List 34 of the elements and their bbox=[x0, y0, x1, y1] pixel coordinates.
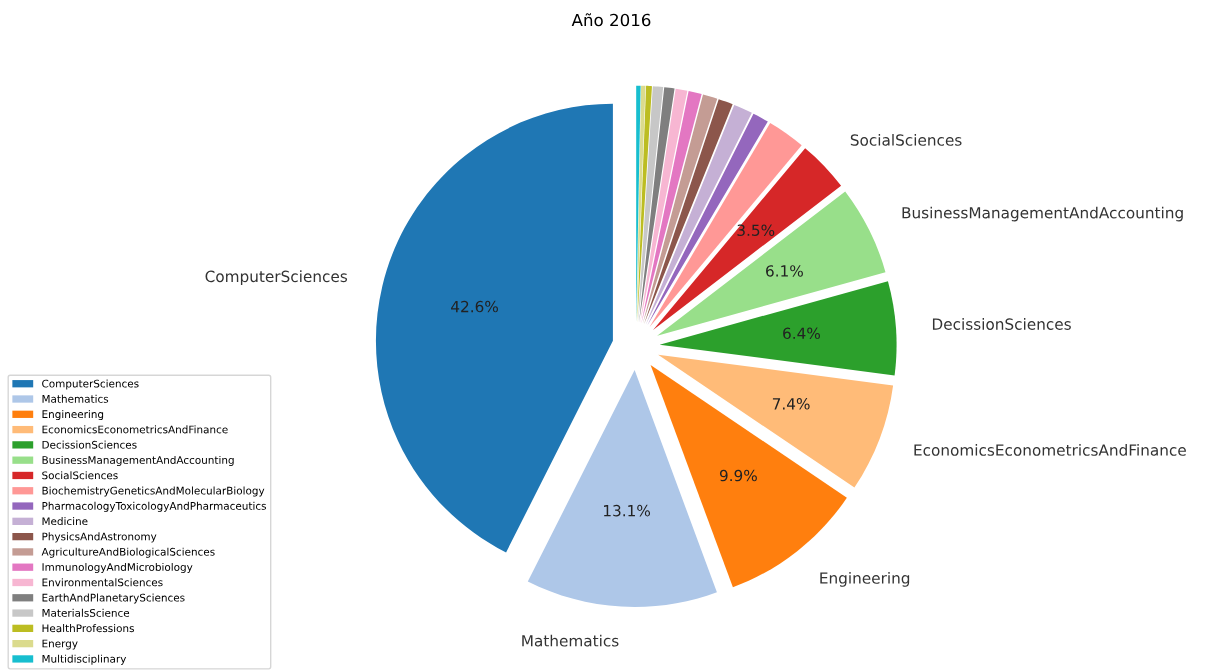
legend-label: EconomicsEconometricsAndFinance bbox=[42, 425, 228, 434]
category-label: BusinessManagementAndAccounting bbox=[902, 206, 1183, 222]
legend-label: Engineering bbox=[42, 410, 104, 421]
slice-label: ComputerSciences bbox=[205, 270, 348, 286]
legend-label: Medicine bbox=[42, 517, 88, 526]
data-label: 3.5% bbox=[737, 224, 775, 236]
legend-label: Mathematics bbox=[42, 394, 109, 403]
data-label: 9.9% bbox=[719, 469, 757, 482]
legend-label: Multidisciplinary bbox=[42, 654, 127, 665]
legend-label: PhysicsAndAstronomy bbox=[42, 532, 157, 543]
legend-label: Energy bbox=[42, 639, 78, 650]
category-label: Mathematics bbox=[522, 634, 619, 647]
data-label: 6.1% bbox=[766, 265, 803, 277]
legend-label: ComputerSciences bbox=[42, 379, 139, 390]
legend-label: DecissionSciences bbox=[42, 440, 137, 449]
legend-label: MaterialsScience bbox=[42, 608, 130, 617]
chart-title: Año 2016 bbox=[571, 13, 651, 27]
legend-label: EnvironmentalSciences bbox=[42, 578, 163, 587]
data-label: 42.6% bbox=[451, 300, 498, 313]
data-label: 7.4% bbox=[772, 398, 810, 410]
legend-label: SocialSciences bbox=[42, 471, 118, 480]
legend-label: ImmunologyAndMicrobiology bbox=[42, 562, 193, 574]
legend-label: BiochemistryGeneticsAndMolecularBiology bbox=[42, 486, 265, 497]
data-label: 6.4% bbox=[783, 327, 820, 340]
category-label: Engineering bbox=[820, 572, 910, 587]
legend-label: AgricultureAndBiologicalSciences bbox=[41, 547, 215, 558]
legend-label: HealthProfessions bbox=[42, 624, 134, 633]
category-label: DecissionSciences bbox=[932, 318, 1071, 330]
legend-label: EarthAndPlanetarySciences bbox=[42, 593, 185, 604]
category-label: EconomicsEconometricsAndFinance bbox=[914, 444, 1186, 456]
category-label: SocialSciences bbox=[850, 133, 962, 146]
data-label: 13.1% bbox=[604, 504, 651, 517]
legend-label: PharmacologyToxicologyAndPharmaceutics bbox=[42, 501, 267, 512]
legend-label: BusinessManagementAndAccounting bbox=[42, 455, 234, 466]
